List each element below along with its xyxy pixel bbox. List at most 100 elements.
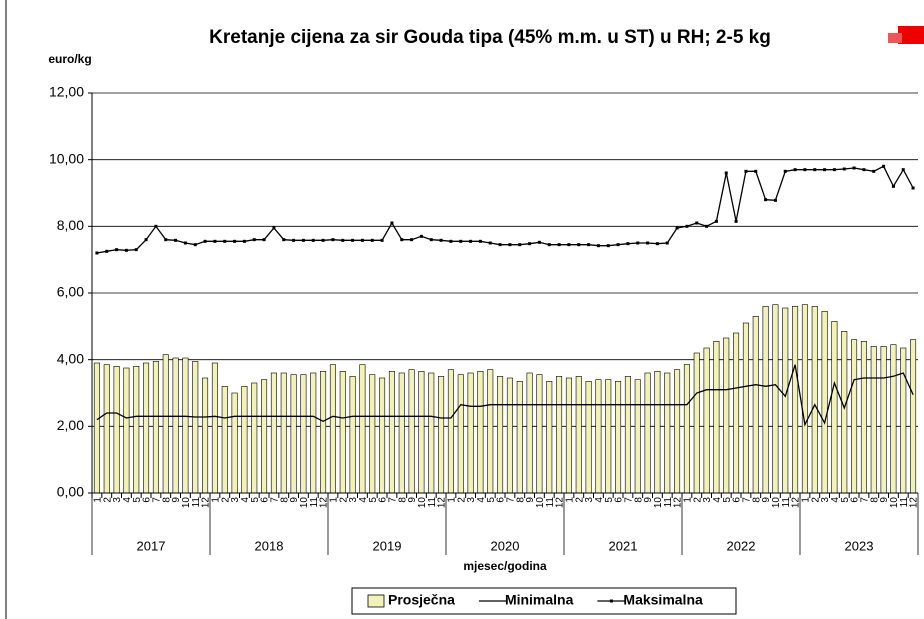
line-marker	[331, 238, 335, 242]
line-marker	[223, 239, 227, 243]
x-tick-label: 9	[171, 497, 182, 503]
bar	[103, 364, 110, 494]
line-marker	[154, 224, 158, 228]
bar	[270, 372, 277, 494]
bar	[359, 364, 366, 494]
bar	[841, 331, 848, 494]
bar	[742, 322, 749, 494]
x-tick-label: 8	[279, 497, 290, 503]
x-tick-label: 7	[742, 497, 753, 503]
line-series	[96, 364, 914, 427]
x-tick-label: 12	[673, 497, 684, 509]
bar	[506, 377, 513, 494]
line-marker	[557, 243, 561, 247]
line-marker	[616, 243, 620, 247]
y-tick-label: 0,00	[57, 484, 84, 500]
bar	[182, 357, 189, 494]
x-tick-label: 7	[152, 497, 163, 503]
line-marker	[262, 238, 266, 242]
x-tick-label: 3	[112, 497, 123, 503]
line-series	[96, 165, 914, 254]
line-marker	[783, 169, 787, 173]
bar	[900, 347, 907, 494]
bar	[703, 347, 710, 494]
line-marker	[882, 164, 886, 168]
line-marker	[459, 239, 463, 243]
x-tick-label: 5	[132, 497, 143, 503]
line-marker	[252, 238, 256, 242]
line-marker	[272, 226, 276, 230]
line-marker	[714, 219, 718, 223]
bar	[467, 372, 474, 494]
x-tick-label: 5	[486, 497, 497, 503]
line-marker	[449, 239, 453, 243]
line-marker	[803, 168, 807, 172]
x-tick-label: 10	[417, 497, 428, 509]
line-marker	[547, 243, 551, 247]
line-marker	[675, 226, 679, 230]
x-tick-label: 2	[810, 497, 821, 503]
y-axis-label: euro/kg	[48, 52, 91, 66]
line-marker	[183, 241, 187, 245]
x-tick-label: 8	[397, 497, 408, 503]
line-marker	[567, 243, 571, 247]
bar	[320, 371, 327, 494]
bar	[821, 311, 828, 494]
x-tick-label: 10	[181, 497, 192, 509]
line-marker	[488, 241, 492, 245]
x-tick-label: 6	[850, 497, 861, 503]
line-marker	[744, 169, 748, 173]
x-tick-label: 11	[309, 497, 320, 508]
bar	[408, 369, 415, 494]
bar	[792, 306, 799, 494]
line-marker	[724, 171, 728, 175]
line-marker	[813, 168, 817, 172]
x-tick-label: 8	[161, 497, 172, 503]
x-tick-label: 10	[889, 497, 900, 509]
bar	[93, 362, 100, 494]
bar	[723, 337, 730, 494]
legend-label: Minimalna	[505, 592, 574, 608]
line-marker	[852, 166, 856, 170]
line-marker	[537, 240, 541, 244]
line-marker	[764, 198, 768, 202]
line-marker	[400, 238, 404, 242]
line-marker	[105, 249, 109, 253]
bar	[870, 346, 877, 494]
line-marker	[862, 168, 866, 172]
bar	[880, 346, 887, 494]
bar	[733, 332, 740, 494]
bar	[605, 379, 612, 494]
line-marker	[498, 243, 502, 247]
x-tick-label: 3	[584, 497, 595, 503]
line-marker	[410, 238, 414, 242]
x-tick-label: 10	[653, 497, 664, 509]
bar	[693, 352, 700, 494]
bar	[654, 371, 661, 494]
bar	[516, 381, 523, 494]
logo-shape	[888, 33, 902, 43]
bar	[772, 304, 779, 494]
line-marker	[626, 242, 630, 246]
x-tick-label: 4	[594, 497, 605, 503]
x-tick-label: 11	[781, 497, 792, 508]
x-tick-label: 5	[250, 497, 261, 503]
x-tick-label: 4	[712, 497, 723, 503]
x-tick-label: 11	[191, 497, 202, 508]
bar	[202, 377, 209, 494]
x-tick-label: 3	[348, 497, 359, 503]
x-tick-label: 10	[299, 497, 310, 509]
line-marker	[528, 242, 532, 246]
bar	[339, 371, 346, 494]
x-tick-label: 3	[702, 497, 713, 503]
line-marker	[832, 168, 836, 172]
x-tick-label: 6	[260, 497, 271, 503]
bar	[831, 321, 838, 494]
bar	[674, 369, 681, 494]
line-marker	[872, 169, 876, 173]
bar	[644, 372, 651, 494]
x-tick-label: 7	[860, 497, 871, 503]
chart-title: Kretanje cijena za sir Gouda tipa (45% m…	[209, 27, 771, 48]
line-marker	[419, 234, 423, 238]
